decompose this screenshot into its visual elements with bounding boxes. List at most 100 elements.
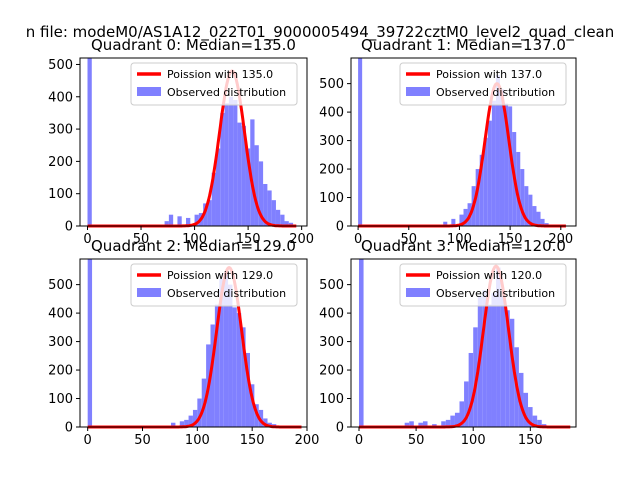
legend-bar-swatch [406,288,430,297]
x-tick-label: 0 [355,433,363,448]
histogram-bar [87,58,92,226]
histogram-bar [250,119,255,226]
histogram-bar [537,419,542,427]
legend-bar-swatch [137,87,161,96]
histogram-bar [520,169,525,226]
histogram-bar [409,421,414,427]
histogram-bar [479,154,484,226]
histogram-bar [418,422,423,427]
y-tick-label: 200 [48,155,73,170]
x-tick-label: 50 [134,433,151,448]
histogram-bar [263,418,268,427]
legend-label-fit: Poission with 137.0 [436,68,542,81]
y-tick-label: 0 [65,421,73,436]
histogram-bar [486,304,492,427]
histogram-bar [499,89,505,226]
axes-frame [79,57,308,227]
y-tick-label: 300 [319,335,344,350]
y-tick-label: 300 [319,134,344,149]
x-tick-label: 0 [354,232,362,247]
histogram-bar [236,313,242,427]
x-tick-label: 200 [289,232,314,247]
histogram-bar [214,304,220,427]
histogram-bar [532,206,537,226]
histogram-bar [249,384,255,427]
histogram-bar [459,214,464,226]
histogram-bar [197,398,202,427]
histogram-bar [245,148,251,226]
y-tick-label: 100 [319,392,344,407]
y-tick-label: 500 [319,77,344,92]
histogram-bar [509,318,515,427]
x-tick-label: 50 [133,232,150,247]
histogram-bar [528,194,533,226]
histogram-bar [487,120,492,226]
histogram-bar [523,392,529,427]
histogram-bar [186,217,191,226]
histogram-bar [516,151,521,226]
x-tick-label: 150 [240,433,265,448]
subplot-quadrant-2: 0 50 100 150 200 0 100 200 300 400 500 Quadrant 2: … [48,237,319,448]
histogram-bar [87,259,93,427]
y-tick-label: 200 [319,364,344,379]
histogram-bar [495,75,500,226]
subplot-quadrant-0: 0 50 100 150 200 0 100 200 300 400 500 Quadrant 0: … [48,36,314,247]
histogram-bar [211,172,216,226]
histogram-bar [454,412,460,427]
y-tick-label: 0 [65,220,73,235]
histogram-bar [459,401,465,427]
histogram-bar [188,415,193,427]
histogram-bar [482,290,487,427]
y-tick-label: 100 [319,191,344,206]
x-tick-label: 0 [84,433,92,448]
histogram-bar [441,421,446,427]
histogram-bar [358,58,363,226]
y-tick-label: 400 [48,90,73,105]
subplot-quadrant-1: 0 50 100 150 200 0 100 200 300 400 500 Quadrant 1: … [319,36,577,247]
y-tick-label: 300 [48,335,73,350]
legend-label-observed: Observed distribution [436,86,555,99]
histogram-bar [443,221,448,226]
histogram-bar [224,103,229,226]
y-tick-label: 400 [319,307,344,322]
x-tick-label: 100 [447,232,472,247]
histogram-bar [228,96,234,227]
histogram-bar [219,278,224,427]
histogram-bar [210,324,215,427]
axes-frame [350,57,577,227]
histogram-bar [241,327,246,427]
histogram-bar [445,419,451,427]
legend-box [399,62,567,106]
y-tick-label: 400 [319,106,344,121]
histogram-bar [271,200,276,226]
histogram-bar [468,352,474,427]
legend-label-observed: Observed distribution [167,86,286,99]
histogram-bar [241,125,246,226]
histogram-bar [536,211,541,226]
legend-box [130,263,298,307]
histogram-bar [245,352,250,427]
histogram-bar [358,259,364,427]
legend-bar-swatch [406,87,430,96]
histogram-bar [540,218,545,226]
histogram-bar [404,422,410,427]
histogram-bar [184,419,189,427]
subplot-quadrant-3: 0 50 100 150 0 100 200 300 400 500 Quadrant 3: Med… [319,237,577,448]
axes-frame [79,258,308,428]
histogram-bar [491,293,497,427]
histogram-bar [464,381,469,427]
y-tick-label: 200 [319,163,344,178]
histogram-bar [288,222,294,226]
legend-box [130,62,298,106]
histogram-bar [192,409,198,427]
legend-label-observed: Observed distribution [436,287,555,300]
histogram-bar [500,296,506,427]
histogram-bar [164,221,169,226]
histogram-bar [491,100,496,226]
subplot-title: Quadrant 2: Median=129.0 [91,237,296,255]
y-tick-label: 100 [48,392,73,407]
histogram-bar [496,267,501,427]
histogram-bar [422,421,428,427]
histogram-bar [524,186,529,226]
histogram-bar [505,310,510,427]
